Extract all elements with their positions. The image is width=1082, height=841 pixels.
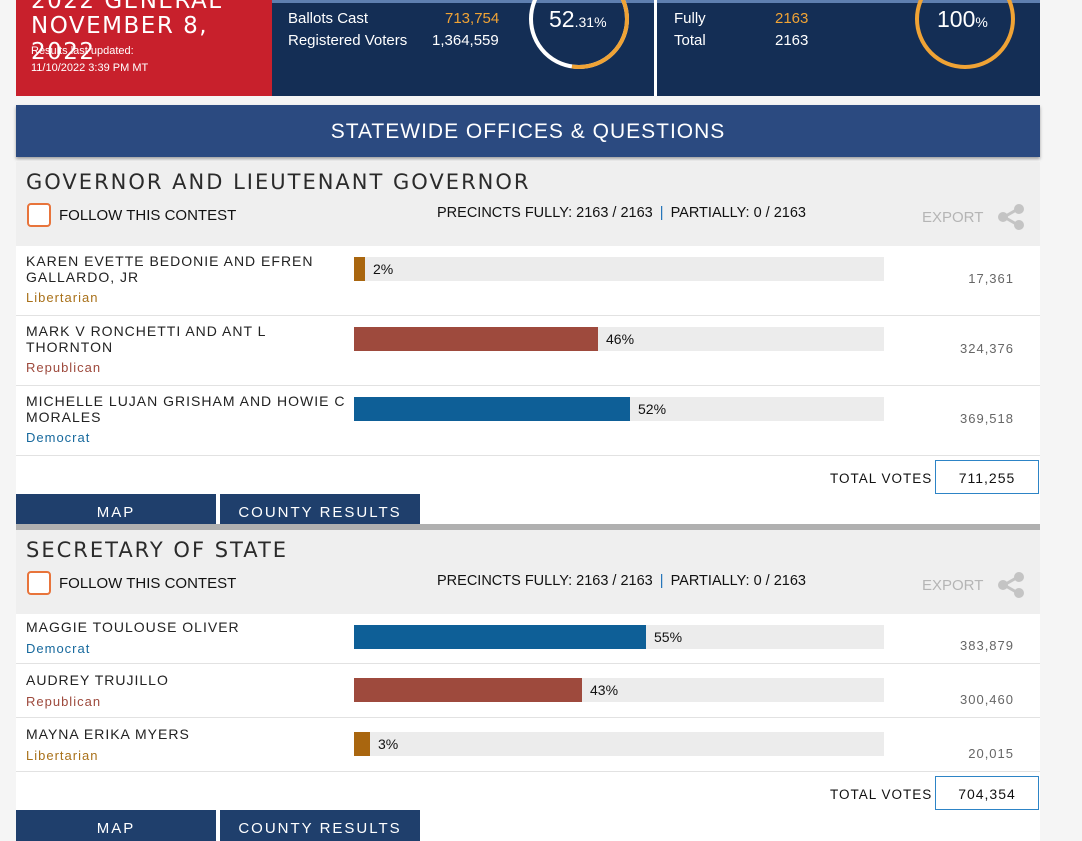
- banner-divider: [654, 0, 657, 96]
- candidate-name: MICHELLE LUJAN GRISHAM AND HOWIE C MORAL…: [26, 393, 346, 425]
- vote-percent: 3%: [378, 736, 399, 752]
- export-label: EXPORT: [922, 208, 984, 226]
- total-votes-label: TOTAL VOTES: [830, 471, 933, 486]
- export-button[interactable]: EXPORT: [922, 572, 1025, 598]
- results-banner: 2022 GENERAL NOVEMBER 8, 2022 Results la…: [16, 0, 1040, 96]
- contest-actions: MAP COUNTY RESULTS: [16, 810, 1040, 841]
- candidate-name: MAYNA ERIKA MYERS: [26, 726, 190, 742]
- section-header: STATEWIDE OFFICES & QUESTIONS: [16, 105, 1040, 157]
- candidate-row: MAGGIE TOULOUSE OLIVER Democrat 55% 383,…: [16, 614, 1040, 664]
- registered-voters-value: 1,364,559: [432, 32, 499, 49]
- candidate-party: Republican: [26, 360, 102, 375]
- turnout-percent: 52.31%: [549, 6, 607, 32]
- vote-bar-fill: [354, 678, 582, 702]
- vote-bar: 52%: [354, 397, 884, 421]
- contest-header: GOVERNOR AND LIEUTENANT GOVERNOR FOLLOW …: [16, 162, 1040, 246]
- vote-bar-fill: [354, 732, 370, 756]
- candidate-row: MICHELLE LUJAN GRISHAM AND HOWIE C MORAL…: [16, 386, 1040, 456]
- vote-count: 17,361: [968, 271, 1014, 286]
- candidate-name: MAGGIE TOULOUSE OLIVER: [26, 619, 240, 635]
- vote-count: 383,879: [960, 638, 1014, 653]
- vote-percent: 46%: [606, 331, 635, 347]
- vote-bar: 55%: [354, 625, 884, 649]
- vote-percent: 2%: [373, 261, 394, 277]
- candidate-row: MAYNA ERIKA MYERS Libertarian 3% 20,015: [16, 718, 1040, 772]
- ballots-cast-label: Ballots Cast: [288, 10, 369, 27]
- vote-bar: 46%: [354, 327, 884, 351]
- contest-header: SECRETARY OF STATE FOLLOW THIS CONTEST P…: [16, 530, 1040, 614]
- follow-contest-checkbox[interactable]: FOLLOW THIS CONTEST: [27, 571, 236, 595]
- precincts-fully-label: Fully: [674, 10, 706, 27]
- candidate-party: Republican: [26, 694, 102, 709]
- last-updated-label: Results last updated:: [31, 45, 134, 57]
- candidate-party: Democrat: [26, 641, 91, 656]
- vote-percent: 52%: [638, 401, 667, 417]
- contest-secretary-of-state: SECRETARY OF STATE FOLLOW THIS CONTEST P…: [16, 530, 1040, 841]
- registered-voters-label: Registered Voters: [288, 32, 408, 49]
- follow-contest-label: FOLLOW THIS CONTEST: [59, 206, 237, 224]
- precincts-reporting: PRECINCTS FULLY: 2163 / 2163 | PARTIALLY…: [437, 205, 806, 221]
- follow-contest-checkbox[interactable]: FOLLOW THIS CONTEST: [27, 203, 236, 227]
- candidate-row: AUDREY TRUJILLO Republican 43% 300,460: [16, 664, 1040, 718]
- total-votes-value: 711,255: [935, 460, 1039, 494]
- candidate-name: AUDREY TRUJILLO: [26, 672, 169, 688]
- share-icon: [998, 572, 1025, 598]
- reporting-percent: 100%: [937, 6, 988, 32]
- last-updated-value: 11/10/2022 3:39 PM MT: [31, 62, 149, 74]
- vote-bar-fill: [354, 327, 598, 351]
- election-title-block: 2022 GENERAL NOVEMBER 8, 2022 Results la…: [16, 0, 272, 96]
- contest-governor: GOVERNOR AND LIEUTENANT GOVERNOR FOLLOW …: [16, 162, 1040, 530]
- candidate-row: MARK V RONCHETTI AND ANT L THORNTON Repu…: [16, 316, 1040, 386]
- candidate-party: Libertarian: [26, 748, 99, 763]
- total-votes-label: TOTAL VOTES: [830, 787, 933, 802]
- contest-separator: [16, 524, 1040, 530]
- share-icon: [998, 204, 1025, 230]
- vote-bar: 2%: [354, 257, 884, 281]
- precincts-total-label: Total: [674, 32, 706, 49]
- precincts-reporting: PRECINCTS FULLY: 2163 / 2163 | PARTIALLY…: [437, 573, 806, 589]
- vote-bar-fill: [354, 625, 646, 649]
- total-votes-row: TOTAL VOTES 704,354: [16, 772, 1040, 810]
- contest-title: GOVERNOR AND LIEUTENANT GOVERNOR: [26, 170, 531, 194]
- vote-count: 324,376: [960, 341, 1014, 356]
- map-button[interactable]: MAP: [16, 810, 216, 841]
- county-results-button[interactable]: COUNTY RESULTS: [220, 810, 420, 841]
- vote-count: 300,460: [960, 692, 1014, 707]
- election-title: 2022 GENERAL: [31, 0, 223, 14]
- vote-count: 20,015: [968, 746, 1014, 761]
- export-button[interactable]: EXPORT: [922, 204, 1025, 230]
- candidate-party: Democrat: [26, 430, 91, 445]
- checkbox-icon[interactable]: [27, 203, 51, 227]
- reporting-ring: [915, 0, 1015, 69]
- ballots-cast-value: 713,754: [445, 10, 500, 27]
- candidate-party: Libertarian: [26, 290, 99, 305]
- vote-percent: 43%: [590, 682, 619, 698]
- follow-contest-label: FOLLOW THIS CONTEST: [59, 574, 237, 592]
- candidate-name: MARK V RONCHETTI AND ANT L THORNTON: [26, 323, 266, 355]
- export-label: EXPORT: [922, 576, 984, 594]
- contest-title: SECRETARY OF STATE: [26, 538, 289, 562]
- precincts-fully-value: 2163: [775, 10, 809, 27]
- vote-bar-fill: [354, 397, 630, 421]
- election-date: NOVEMBER 8, 2022: [31, 13, 209, 65]
- precincts-total-value: 2163: [775, 32, 809, 49]
- vote-percent: 55%: [654, 629, 683, 645]
- total-votes-row: TOTAL VOTES 711,255: [16, 456, 1040, 494]
- candidate-name: KAREN EVETTE BEDONIE AND EFREN GALLARDO,…: [26, 253, 314, 285]
- candidate-row: KAREN EVETTE BEDONIE AND EFREN GALLARDO,…: [16, 246, 1040, 316]
- vote-bar: 3%: [354, 732, 884, 756]
- turnout-ring: [529, 0, 629, 69]
- vote-bar-fill: [354, 257, 365, 281]
- total-votes-value: 704,354: [935, 776, 1039, 810]
- checkbox-icon[interactable]: [27, 571, 51, 595]
- vote-count: 369,518: [960, 411, 1014, 426]
- vote-bar: 43%: [354, 678, 884, 702]
